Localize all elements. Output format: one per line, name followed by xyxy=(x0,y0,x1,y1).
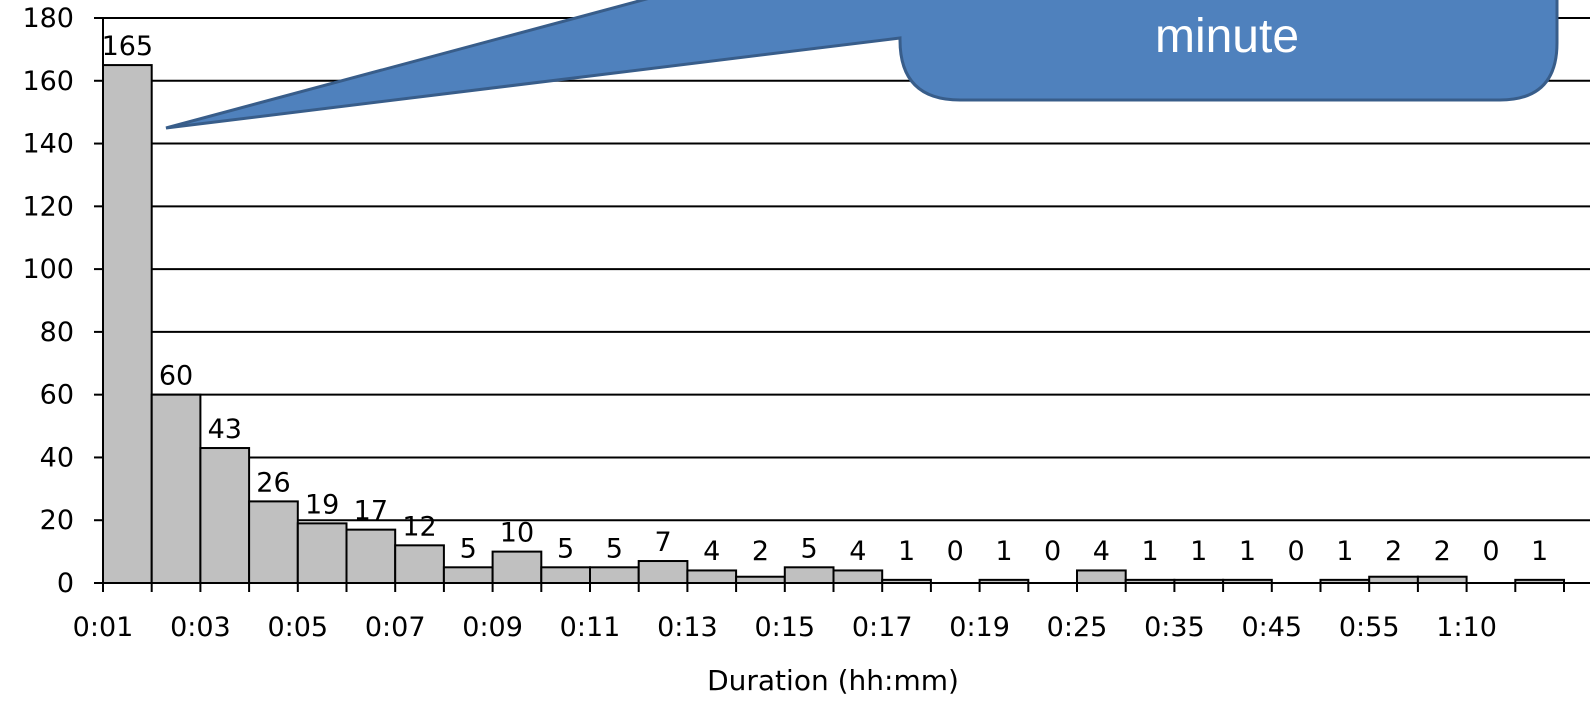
data-label: 1 xyxy=(1531,536,1548,567)
x-tick-label: 0:45 xyxy=(1241,612,1302,643)
data-label: 0 xyxy=(1482,536,1499,567)
data-label: 4 xyxy=(1093,536,1110,567)
data-label: 2 xyxy=(752,536,769,567)
x-tick-label: 0:25 xyxy=(1047,612,1108,643)
bar xyxy=(296,522,348,584)
data-label: 5 xyxy=(801,533,818,564)
bar xyxy=(491,550,543,584)
callout-text: minute xyxy=(1155,10,1299,63)
y-tick-label: 20 xyxy=(40,505,74,536)
y-tick-label: 0 xyxy=(57,568,74,599)
y-tick-labels: 0 20 40 60 80 100 120 140 160 180 xyxy=(22,3,74,599)
bar xyxy=(442,566,494,584)
bar xyxy=(540,566,591,584)
bar xyxy=(783,566,835,584)
x-tick-label: 0:09 xyxy=(462,612,523,643)
data-label: 0 xyxy=(1288,536,1305,567)
bar xyxy=(248,500,299,584)
data-label: 5 xyxy=(606,533,623,564)
data-label: 0 xyxy=(1044,536,1061,567)
data-label: 1 xyxy=(1336,536,1353,567)
data-label: 0 xyxy=(947,536,964,567)
x-tick-label: 0:05 xyxy=(267,612,328,643)
axes xyxy=(94,17,1590,592)
data-label: 26 xyxy=(256,467,290,498)
x-tick-labels: 0:01 0:03 0:05 0:07 0:09 0:11 0:13 0:15 0:17 0:19… xyxy=(73,612,1497,643)
data-label: 10 xyxy=(500,518,534,549)
x-tick-label: 0:55 xyxy=(1339,612,1400,643)
data-label: 1 xyxy=(1141,536,1158,567)
x-tick-label: 0:15 xyxy=(754,612,815,643)
bar xyxy=(589,566,640,584)
x-tick-label: 0:07 xyxy=(365,612,426,643)
bar xyxy=(102,64,153,585)
data-label: 43 xyxy=(208,414,242,445)
x-axis-title: Duration (hh:mm) xyxy=(707,664,959,697)
x-tick-label: 0:35 xyxy=(1144,612,1205,643)
bars xyxy=(102,64,1566,585)
data-label: 12 xyxy=(402,511,436,542)
data-label: 165 xyxy=(102,31,154,62)
bar xyxy=(394,544,445,584)
bar xyxy=(686,569,738,585)
data-label: 17 xyxy=(354,496,388,527)
y-tick-label: 60 xyxy=(40,380,74,411)
bar xyxy=(637,560,689,584)
data-label: 1 xyxy=(1239,536,1256,567)
x-tick-label: 0:19 xyxy=(949,612,1010,643)
data-label: 4 xyxy=(849,536,866,567)
callout-bubble xyxy=(165,0,1559,130)
y-tick-label: 100 xyxy=(22,254,74,285)
data-label: 7 xyxy=(654,527,671,558)
y-tick-label: 160 xyxy=(22,66,74,97)
data-label: 1 xyxy=(995,536,1012,567)
data-label: 4 xyxy=(703,536,720,567)
bar xyxy=(1076,569,1127,585)
data-label: 2 xyxy=(1385,536,1402,567)
bar xyxy=(345,528,397,585)
y-tick-label: 140 xyxy=(22,129,74,160)
bar xyxy=(832,569,884,585)
data-label: 5 xyxy=(557,533,574,564)
x-tick-label: 0:03 xyxy=(170,612,231,643)
data-label: 1 xyxy=(1190,536,1207,567)
data-label: 5 xyxy=(460,533,477,564)
data-label: 2 xyxy=(1434,536,1451,567)
x-tick-label: 0:01 xyxy=(73,612,134,643)
bar xyxy=(150,393,202,584)
x-tick-label: 0:13 xyxy=(657,612,718,643)
x-tick-label: 1:10 xyxy=(1436,612,1497,643)
y-tick-label: 120 xyxy=(22,191,74,222)
bar xyxy=(199,447,251,584)
data-label: 1 xyxy=(898,536,915,567)
x-tick-label: 0:11 xyxy=(560,612,621,643)
data-label: 19 xyxy=(305,489,339,520)
y-tick-label: 180 xyxy=(22,3,74,34)
y-tick-label: 40 xyxy=(40,442,74,473)
callout: minute xyxy=(165,0,1559,130)
x-tick-label: 0:17 xyxy=(852,612,913,643)
data-label: 60 xyxy=(159,361,193,392)
y-tick-label: 80 xyxy=(40,317,74,348)
